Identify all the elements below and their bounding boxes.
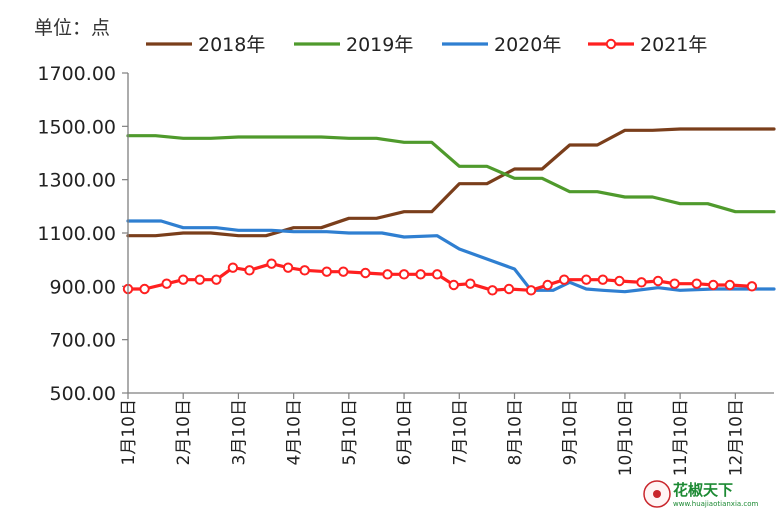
legend-label: 2019年 [346,34,413,56]
series-point [360,267,371,279]
series-point [178,274,189,285]
legend: 2018年 2019年 2020年 2021年 [146,34,707,56]
series-point [503,283,515,295]
watermark-url: www.huajiaotianxia.com [673,500,759,508]
series-point [746,281,758,292]
watermark-logo-dot-icon [653,490,661,498]
y-tick-label: 900.00 [50,276,116,298]
series-lines [122,127,776,296]
series-point [244,265,255,276]
series-point [581,274,592,285]
x-tick-label: 12月10日 [726,399,746,476]
legend-marker [605,38,617,50]
x-tick-label: 10月10日 [616,399,636,476]
x-tick-label: 11月10日 [671,399,691,476]
x-tick-label: 8月10日 [505,399,525,465]
x-tick-label: 6月10日 [395,399,415,465]
series-point [597,274,609,285]
series-point [415,269,426,280]
series-line-0 [126,127,776,238]
series-point [652,275,664,287]
watermark: 花椒天下 www.huajiaotianxia.com [643,480,759,508]
x-tick-label: 9月10日 [561,399,581,465]
series-line-2 [126,219,776,294]
x-tick-label: 1月10日 [119,399,139,465]
y-tick-label: 1300.00 [37,170,116,192]
series-point [382,269,393,280]
x-tick-label: 3月10日 [229,399,249,465]
series-point [211,274,222,285]
series-point [525,285,537,296]
y-tick-label: 1500.00 [37,116,116,138]
series-line-1 [126,134,776,214]
series-point [708,279,719,291]
series-point [542,279,553,291]
legend-label: 2020年 [494,34,561,56]
unit-label: 单位：点 [34,17,110,39]
series-point [299,265,310,276]
y-tick-label: 500.00 [50,383,116,405]
series-point [636,277,647,288]
series-point [338,266,349,277]
series-point [558,274,570,285]
series-point [194,274,205,285]
series-point [321,266,332,277]
x-tick-label: 2月10日 [174,399,194,465]
x-tick-label: 7月10日 [450,399,470,465]
series-point [227,262,239,273]
series-point [139,283,150,295]
series-point [691,278,702,289]
series-point [266,258,277,269]
x-tick-label: 5月10日 [340,399,360,465]
y-tick-label: 1700.00 [37,63,116,85]
series-point [465,278,476,289]
watermark-text: 花椒天下 [673,481,733,499]
series-point [431,269,443,280]
y-axis-ticks: 1700.00 1500.00 1300.00 1100.00 900.00 700.00… [37,63,128,405]
legend-label: 2018年 [198,34,265,56]
series-point [669,278,680,289]
x-tick-label: 4月10日 [285,399,305,465]
series-point [724,279,736,291]
legend-label: 2021年 [640,34,707,56]
series-point [161,278,172,289]
series-point [487,285,498,296]
y-tick-label: 700.00 [50,330,116,352]
series-point [448,279,459,291]
series-point [282,262,294,273]
x-axis-ticks: 1月10日 2月10日 3月10日 4月10日 5月10日 6月10日 7月10日 8月10日… [119,393,746,476]
series-point [614,275,625,287]
y-tick-label: 1100.00 [37,223,116,245]
series-point [398,269,410,280]
